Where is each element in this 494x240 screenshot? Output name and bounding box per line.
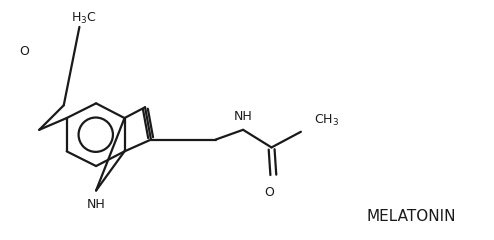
Text: CH$_3$: CH$_3$ <box>314 113 339 127</box>
Text: NH: NH <box>234 110 252 123</box>
Text: H$_3$C: H$_3$C <box>71 11 96 26</box>
Text: O: O <box>265 186 275 199</box>
Text: O: O <box>20 45 30 58</box>
Text: NH: NH <box>87 198 105 211</box>
Text: MELATONIN: MELATONIN <box>367 209 456 223</box>
